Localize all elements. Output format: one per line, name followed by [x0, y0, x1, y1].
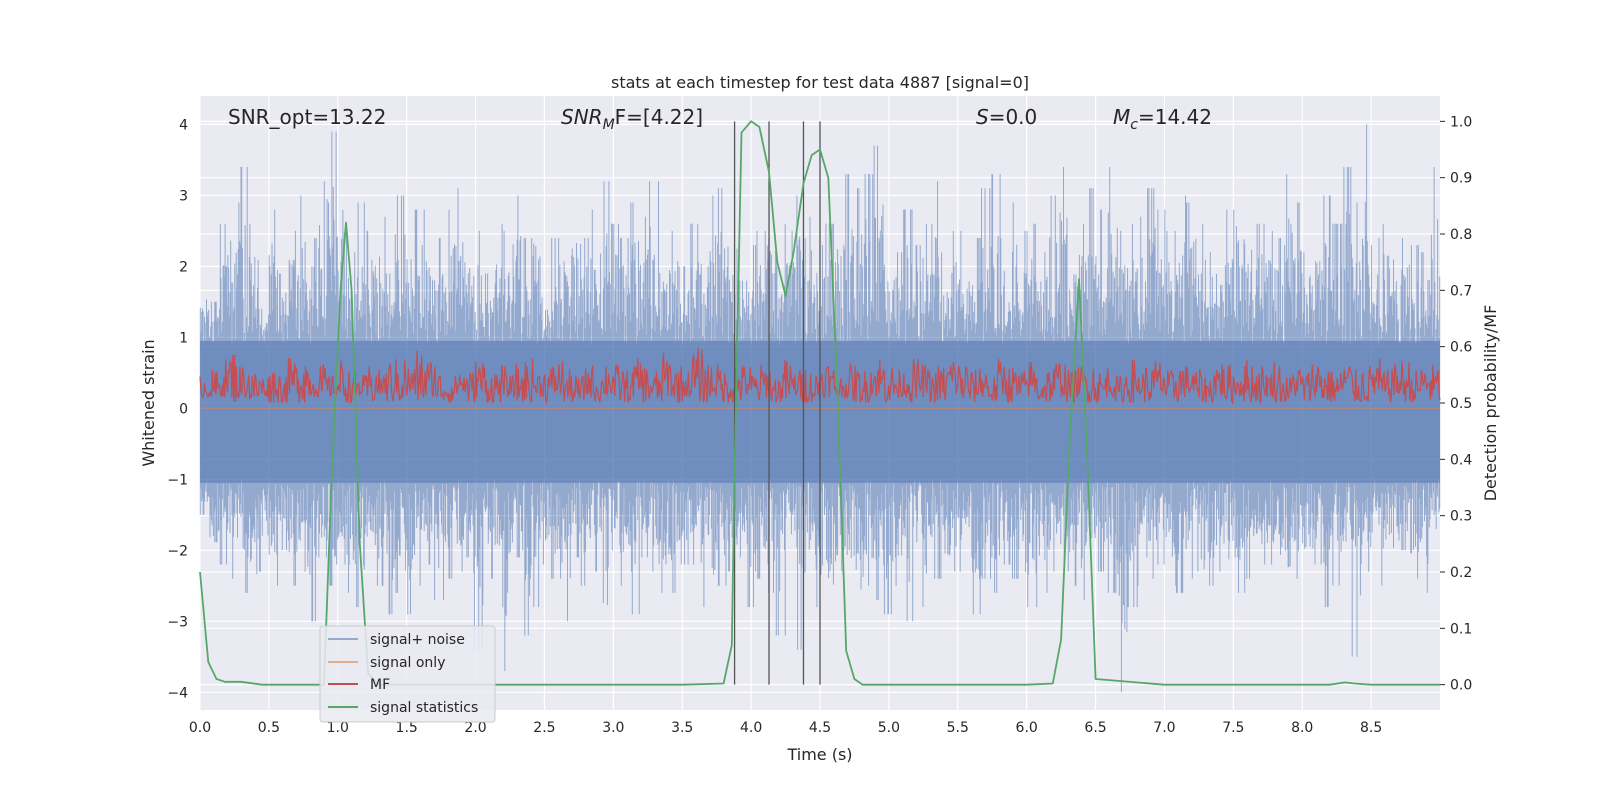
y-left-tick-label: −3 [167, 614, 188, 630]
y-left-tick-label: 4 [179, 117, 188, 133]
x-tick-label: 7.0 [1153, 720, 1175, 736]
x-tick-label: 1.0 [327, 720, 349, 736]
x-tick-label: 6.5 [1084, 720, 1106, 736]
signal-statistics-line [199, 120, 1440, 686]
legend: signal+ noise signal only MF signal stat… [319, 625, 496, 723]
x-tick-label: 4.0 [740, 720, 762, 736]
y-right-axis-label: Detection probability/MF [1481, 305, 1500, 502]
y-right-tick-label: 0.7 [1450, 283, 1472, 299]
x-axis-ticks: 0.0 0.5 1.0 1.5 2.0 2.5 3.0 3.5 4.0 4.5 5.0 5.5 6.0 6… [189, 720, 1382, 736]
y-left-tick-label: 2 [179, 259, 188, 275]
y-right-tick-label: 0.6 [1450, 340, 1472, 356]
x-tick-label: 8.0 [1291, 720, 1313, 736]
x-tick-label: 0.5 [258, 720, 280, 736]
y-left-tick-label: 1 [179, 330, 188, 346]
y-left-tick-label: −1 [167, 472, 188, 488]
legend-label-signal-statistics: signal statistics [370, 700, 478, 716]
chart-title: stats at each timestep for test data 488… [611, 73, 1029, 92]
y-right-tick-label: 0.1 [1450, 621, 1472, 637]
y-right-tick-label: 0.5 [1450, 396, 1472, 412]
y-right-tick-label: 0.4 [1450, 452, 1472, 468]
x-tick-label: 7.5 [1222, 720, 1244, 736]
legend-box [319, 625, 496, 723]
y-left-tick-label: −2 [167, 543, 188, 559]
legend-label-mf: MF [370, 677, 390, 693]
y-left-axis-label: Whitened strain [139, 339, 158, 466]
x-tick-label: 3.0 [602, 720, 624, 736]
y-right-tick-label: 0.0 [1450, 678, 1472, 694]
s-annotation: S=0.0 [976, 105, 1037, 129]
y-right-tick-label: 0.8 [1450, 227, 1472, 243]
y-left-tick-label: 0 [179, 401, 188, 417]
x-tick-label: 4.5 [809, 720, 831, 736]
x-tick-label: 1.5 [396, 720, 418, 736]
snr-opt-annotation: SNR_opt=13.22 [228, 105, 386, 129]
x-axis-label: Time (s) [786, 745, 852, 764]
legend-label-signal-only: signal only [370, 655, 445, 671]
x-tick-label: 8.5 [1360, 720, 1382, 736]
y-right-tick-label: 0.9 [1450, 171, 1472, 187]
x-tick-label: 2.0 [464, 720, 486, 736]
y-left-axis-ticks: 4 3 2 1 0 −1 −2 −3 −4 [167, 117, 188, 701]
y-left-tick-label: 3 [179, 188, 188, 204]
x-tick-label: 2.5 [533, 720, 555, 736]
legend-label-signal-plus-noise: signal+ noise [370, 632, 465, 648]
y-right-tick-label: 0.2 [1450, 565, 1472, 581]
x-tick-label: 6.0 [1016, 720, 1038, 736]
x-tick-label: 5.5 [947, 720, 969, 736]
y-right-tick-label: 0.3 [1450, 509, 1472, 525]
signal-statistics-series [199, 120, 1440, 686]
mc-annotation: Mc=14.42 [1113, 105, 1212, 133]
y-right-axis-ticks: 1.0 0.9 0.8 0.7 0.6 0.5 0.4 0.3 0.2 0.1 0.0 [1440, 114, 1472, 694]
snr-mf-annotation: SNRMF=[4.22] [561, 105, 703, 133]
x-tick-label: 3.5 [671, 720, 693, 736]
y-left-tick-label: −4 [167, 685, 188, 701]
y-right-tick-label: 1.0 [1450, 114, 1472, 130]
x-tick-label: 0.0 [189, 720, 211, 736]
x-tick-label: 5.0 [878, 720, 900, 736]
vertical-markers [733, 121, 821, 685]
